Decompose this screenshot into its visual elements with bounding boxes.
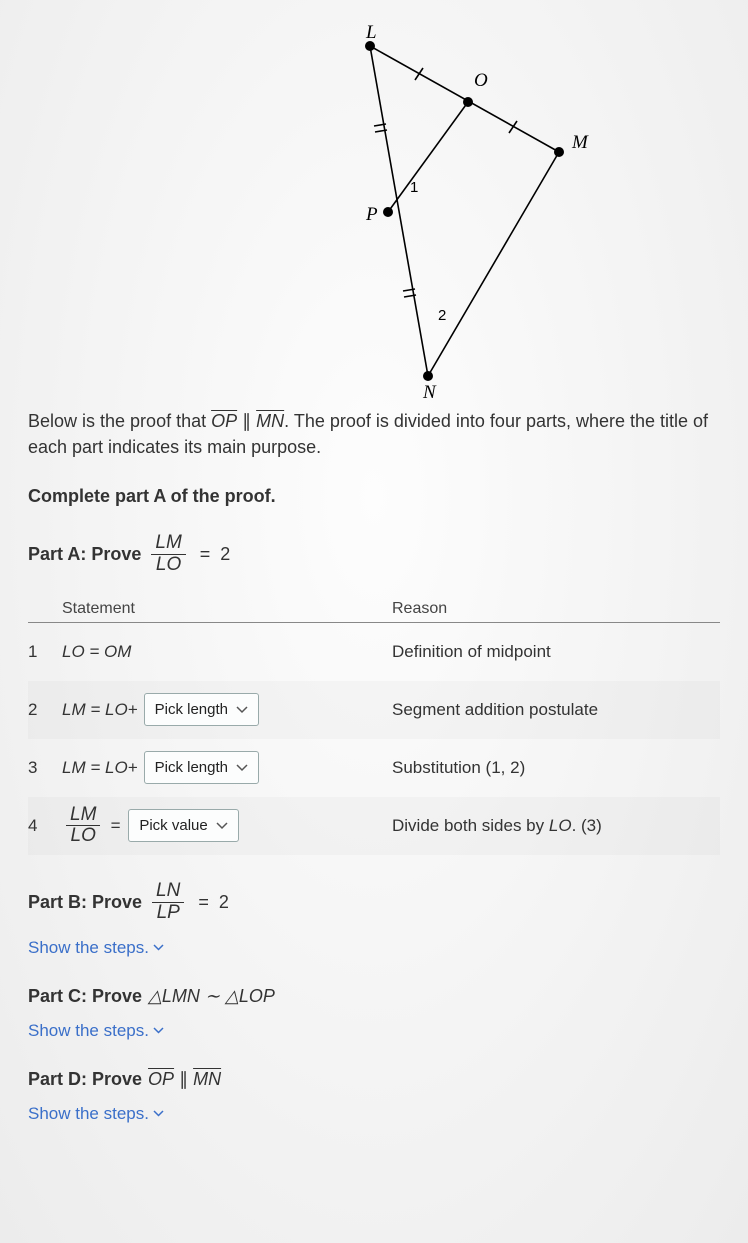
pick-length-dropdown-1[interactable]: Pick length — [144, 693, 259, 726]
part-d-title: Part D: Prove OP ∥ MN — [28, 1069, 720, 1090]
label-angle-2: 2 — [438, 307, 446, 324]
chevron-down-icon — [236, 706, 248, 714]
show-steps-d[interactable]: Show the steps. — [28, 1104, 164, 1124]
geometry-figure: L O M P N 1 2 — [28, 20, 720, 400]
intro-text: Below is the proof that OP ∥ MN. The pro… — [28, 408, 720, 460]
chevron-down-icon — [153, 1027, 164, 1034]
chevron-down-icon — [236, 764, 248, 772]
task-instruction: Complete part A of the proof. — [28, 486, 720, 507]
label-O: O — [474, 70, 488, 91]
label-M: M — [571, 132, 589, 153]
chevron-down-icon — [153, 944, 164, 951]
label-L: L — [365, 22, 377, 43]
proof-row-4: 4 LMLO = Pick value Divide both sides by… — [28, 797, 720, 855]
show-steps-b[interactable]: Show the steps. — [28, 938, 164, 958]
proof-table: Statement Reason 1 LO = OM Definition of… — [28, 600, 720, 855]
proof-row-3: 3 LM = LO+ Pick length Substitution (1, … — [28, 739, 720, 797]
segment-op: OP — [211, 411, 237, 431]
label-N: N — [422, 382, 437, 400]
pick-value-dropdown[interactable]: Pick value — [128, 809, 238, 842]
label-P: P — [365, 204, 378, 225]
show-steps-c[interactable]: Show the steps. — [28, 1021, 164, 1041]
label-angle-1: 1 — [410, 179, 418, 196]
segment-mn: MN — [256, 411, 284, 431]
proof-row-2: 2 LM = LO+ Pick length Segment addition … — [28, 681, 720, 739]
header-reason: Reason — [392, 600, 720, 618]
part-b-title: Part B: Prove LNLP = 2 — [28, 881, 720, 924]
pick-length-dropdown-2[interactable]: Pick length — [144, 751, 259, 784]
part-a-title: Part A: Prove LMLO = 2 — [28, 533, 720, 576]
part-c-title: Part C: Prove △LMN ∼ △LOP — [28, 986, 720, 1007]
chevron-down-icon — [216, 822, 228, 830]
chevron-down-icon — [153, 1110, 164, 1117]
header-statement: Statement — [62, 600, 392, 618]
proof-row-1: 1 LO = OM Definition of midpoint — [28, 623, 720, 681]
